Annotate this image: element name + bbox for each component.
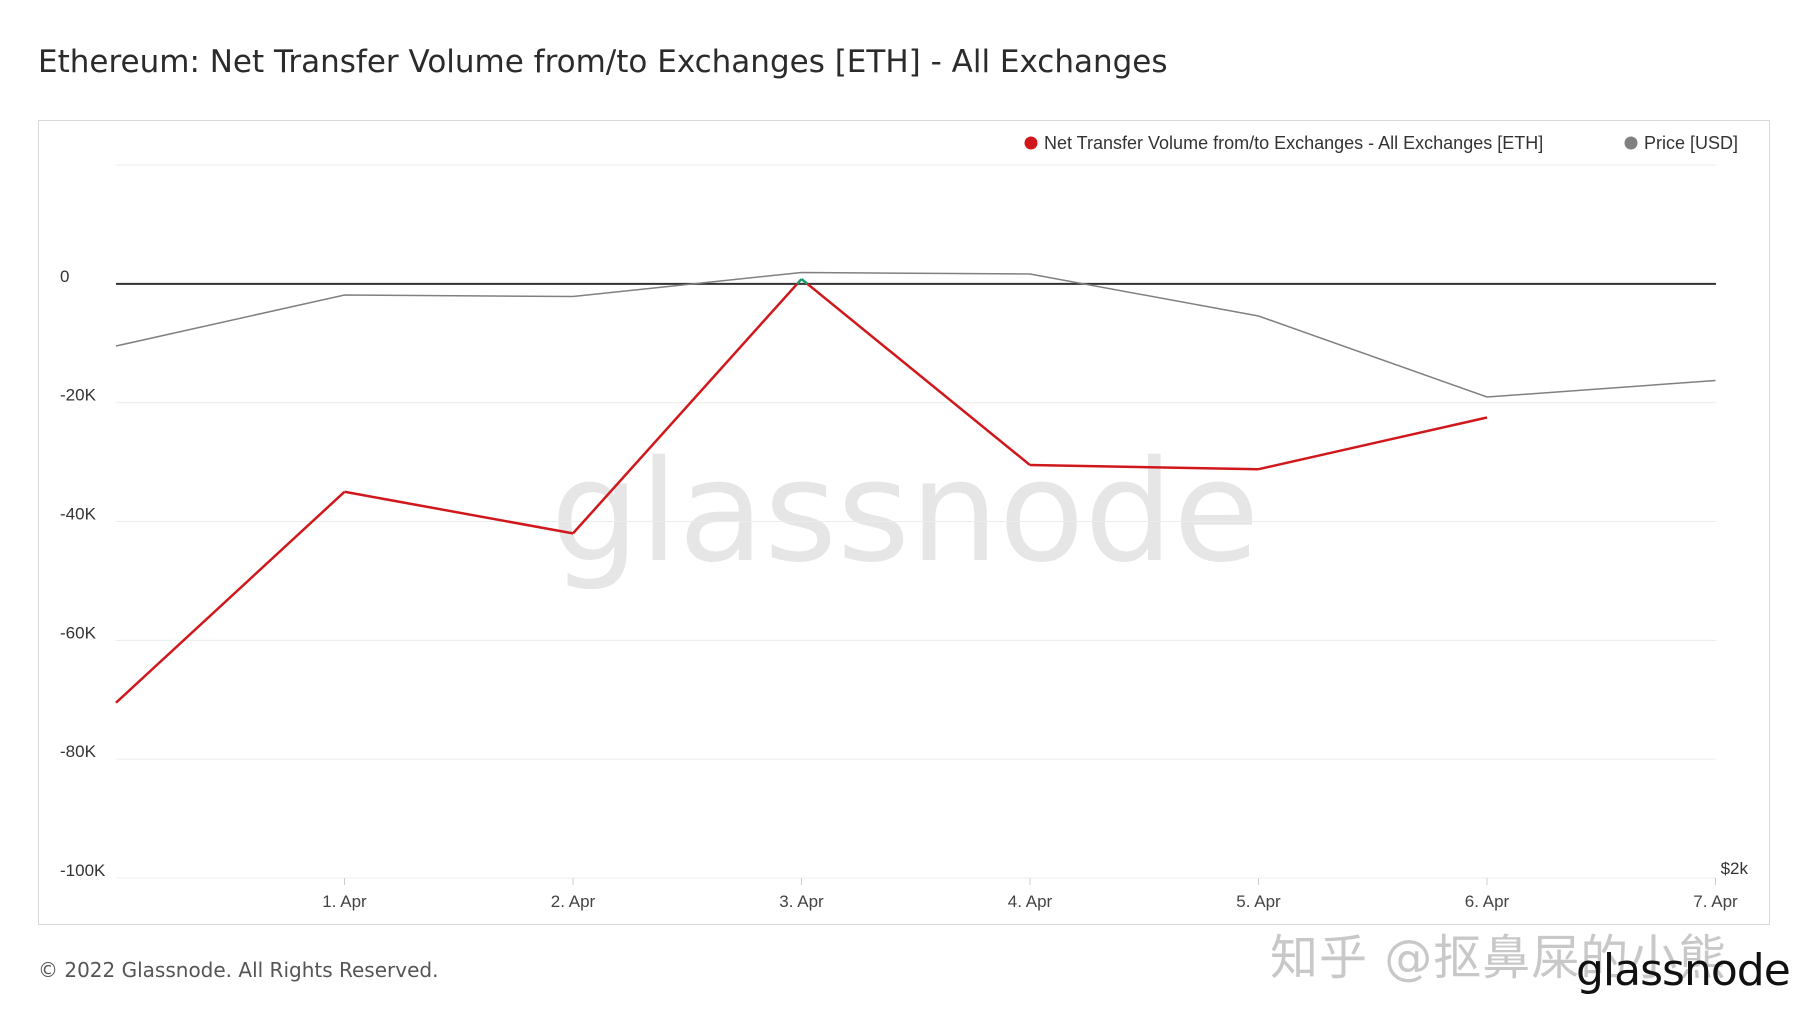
net-flow-segment xyxy=(800,278,809,285)
net-flow-segment xyxy=(1029,463,1259,471)
glassnode-logo: glassnode xyxy=(1576,945,1791,996)
x-tick-label: 6. Apr xyxy=(1465,892,1510,911)
y-tick-label: -20K xyxy=(60,386,97,405)
legend-label-price: Price [USD] xyxy=(1644,133,1738,153)
y-tick-label: -40K xyxy=(60,505,97,524)
legend-label-net: Net Transfer Volume from/to Exchanges - … xyxy=(1044,133,1543,153)
x-tick-label: 3. Apr xyxy=(779,892,824,911)
y-tick-label: -80K xyxy=(60,742,97,761)
price-line xyxy=(115,271,1716,398)
legend-dot-price xyxy=(1624,136,1638,150)
y-tick-label: 0 xyxy=(60,267,69,286)
net-flow-segment xyxy=(115,490,346,704)
y-tick-label: -60K xyxy=(60,623,97,642)
legend-dot-net xyxy=(1024,136,1038,150)
x-tick-label: 4. Apr xyxy=(1008,892,1053,911)
chart-title: Ethereum: Net Transfer Volume from/to Ex… xyxy=(38,44,1168,80)
copyright-text: © 2022 Glassnode. All Rights Reserved. xyxy=(38,958,439,982)
y-right-tick-label: $2k xyxy=(1721,859,1749,878)
zhihu-watermark: 知乎 @抠鼻屎的小熊 xyxy=(1270,930,1728,986)
net-flow-segment xyxy=(572,282,799,535)
x-tick-label: 5. Apr xyxy=(1236,892,1281,911)
net-flow-segment xyxy=(1258,416,1488,471)
net-flow-segment xyxy=(796,278,803,285)
glassnode-watermark: glassnode xyxy=(551,431,1260,594)
x-tick-label: 1. Apr xyxy=(322,892,367,911)
chart-frame xyxy=(38,120,1770,925)
x-tick-label: 2. Apr xyxy=(551,892,596,911)
y-tick-label: -100K xyxy=(60,861,106,880)
net-flow-segment xyxy=(806,282,1031,467)
x-tick-label: 7. Apr xyxy=(1693,892,1738,911)
net-flow-segment xyxy=(344,490,574,535)
